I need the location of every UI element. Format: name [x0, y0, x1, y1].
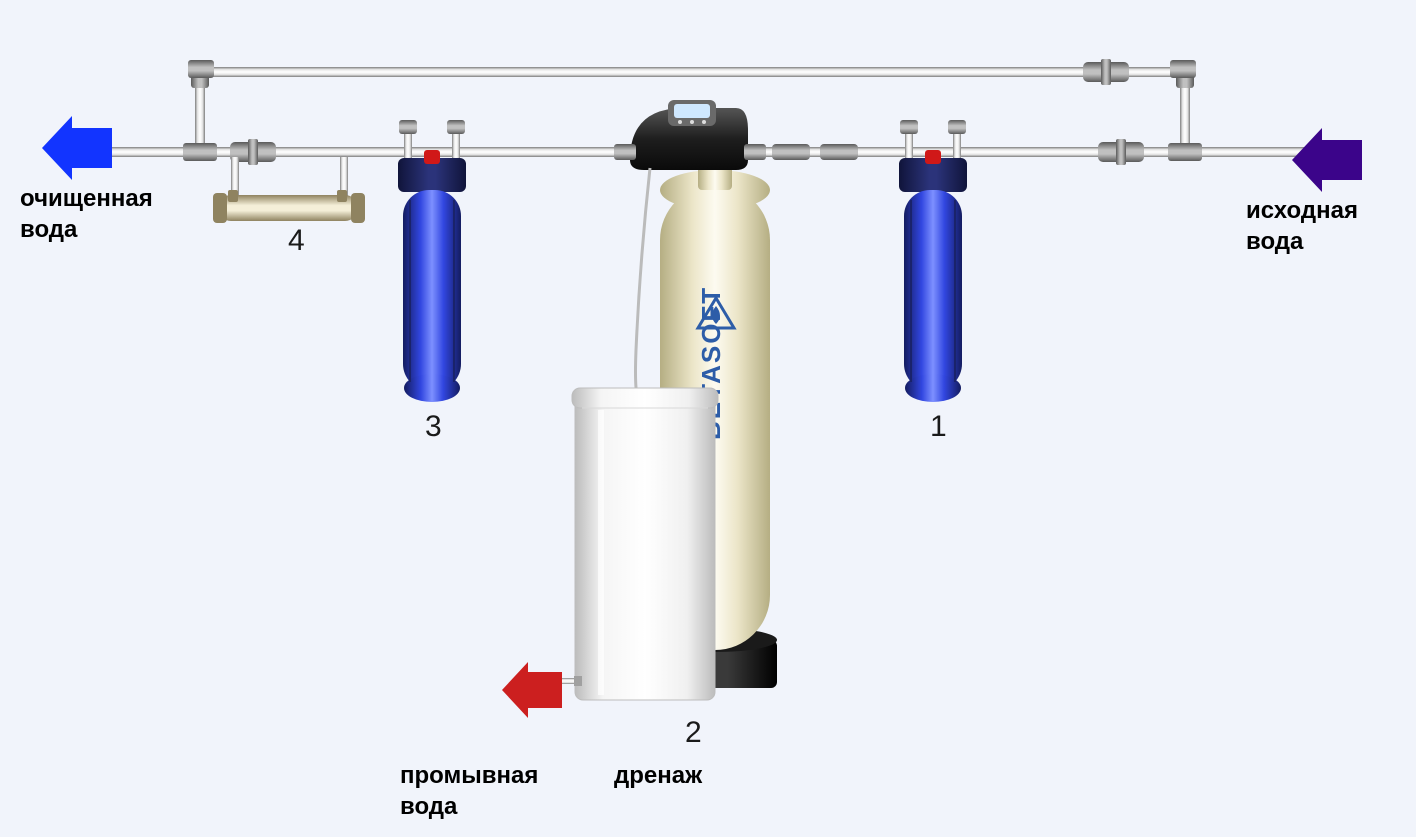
cartridge-filter-3 — [398, 150, 466, 402]
label-outlet: очищенная вода — [20, 183, 153, 245]
label-wash-water: промывная вода — [400, 760, 538, 822]
brine-tank — [572, 388, 718, 700]
uv-sterilizer — [213, 190, 365, 223]
arrow-outlet — [42, 116, 112, 180]
arrow-inlet — [1292, 128, 1362, 192]
control-valve — [614, 100, 766, 170]
cartridge-filter-1 — [899, 150, 967, 402]
arrow-drain — [502, 662, 562, 718]
brine-tube — [636, 168, 651, 400]
num-2: 2 — [685, 716, 702, 750]
num-3: 3 — [425, 410, 442, 444]
num-1: 1 — [930, 410, 947, 444]
label-drain: дренаж — [614, 760, 702, 791]
label-inlet: исходная вода — [1246, 195, 1358, 257]
num-4: 4 — [288, 224, 305, 258]
diagram-canvas: BETASOFT — [0, 0, 1416, 837]
